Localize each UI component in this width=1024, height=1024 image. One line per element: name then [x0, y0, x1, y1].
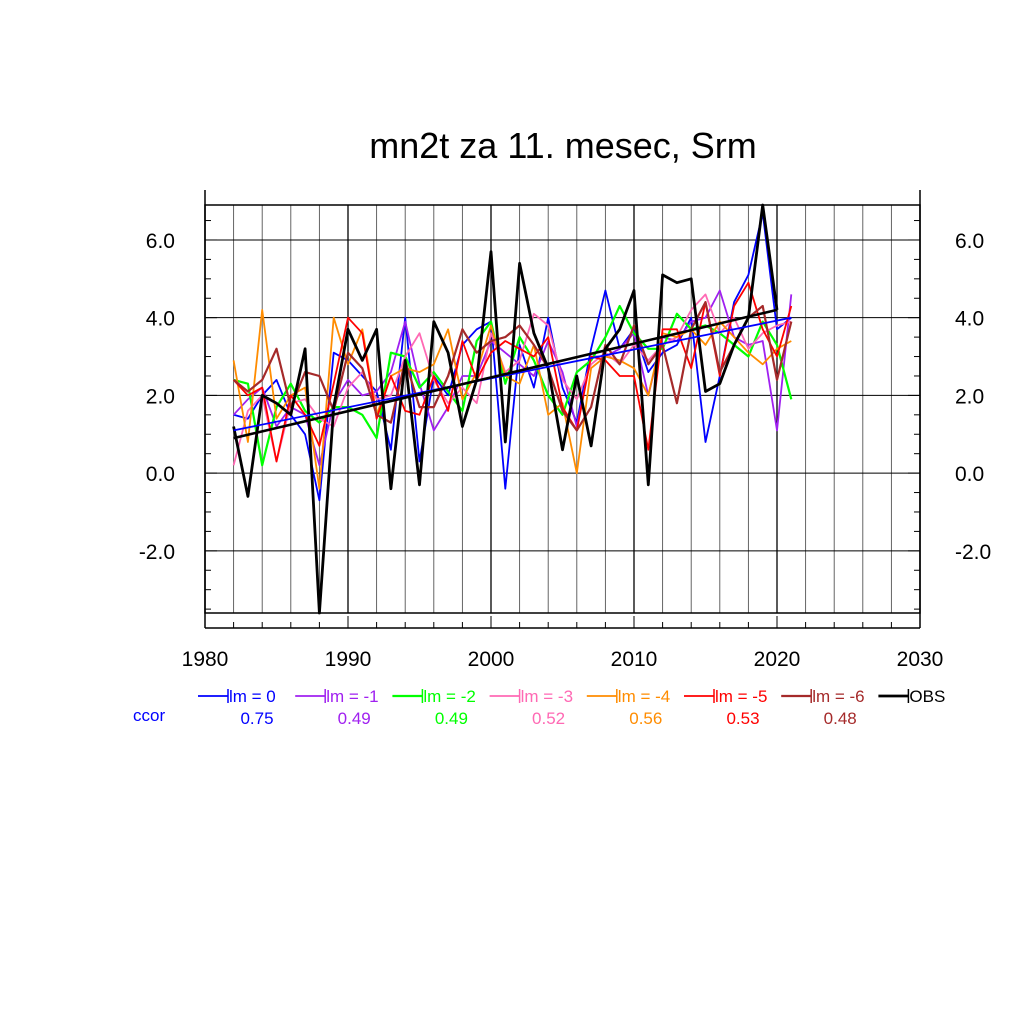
legend-label: lm = -1 [326, 687, 378, 706]
x-tick-label: 2030 [897, 648, 944, 671]
legend-label: lm = -6 [812, 687, 864, 706]
grid-lines [205, 205, 920, 613]
legend-label: OBS [909, 687, 945, 706]
legend-item: lm = 0 0.75 [198, 687, 276, 728]
trend-line [233, 316, 792, 432]
y-tick-label-left: 4.0 [146, 308, 175, 331]
x-tick-label: 2000 [468, 648, 515, 671]
x-tick-label: 2010 [611, 648, 658, 671]
y-tick-label-left: 2.0 [146, 385, 175, 408]
legend-ccor-value: 0.75 [240, 709, 273, 728]
legend-item: OBS [878, 687, 945, 706]
series-lines [232, 203, 793, 615]
legend-label: lm = -2 [423, 687, 475, 706]
legend-label: lm = -4 [618, 687, 670, 706]
legend-item: lm = -4 0.56 [586, 687, 670, 728]
series-line [232, 203, 779, 615]
legend-item: lm = -3 0.52 [489, 687, 573, 728]
y-tick-label-right: 2.0 [955, 385, 984, 408]
legend-ccor-value: 0.49 [338, 709, 371, 728]
x-tick-label: 2020 [754, 648, 801, 671]
legend-ccor-value: 0.48 [824, 709, 857, 728]
x-tick-label: 1980 [182, 648, 229, 671]
trend-lines [233, 308, 792, 440]
legend-item: lm = -6 0.48 [781, 687, 865, 728]
legend-ccor-value: 0.49 [435, 709, 468, 728]
legend-label: lm = -5 [715, 687, 767, 706]
y-tick-label-left: -2.0 [139, 541, 175, 564]
y-tick-label-right: 0.0 [955, 463, 984, 486]
chart-title: mn2t za 11. mesec, Srm [369, 125, 756, 166]
legend-ccor-value: 0.53 [726, 709, 759, 728]
y-tick-label-left: 6.0 [146, 230, 175, 253]
legend-label: lm = 0 [229, 687, 276, 706]
y-tick-label-left: 0.0 [146, 463, 175, 486]
y-tick-label-right: 4.0 [955, 308, 984, 331]
axes: 6.0 6.0 4.0 4.0 2.0 2.0 0.0 0.0 -2.0 -2.0 1980 1990… [139, 190, 991, 671]
x-tick-label: 1990 [325, 648, 372, 671]
legend-item: lm = -5 0.53 [684, 687, 767, 728]
y-tick-label-right: 6.0 [955, 230, 984, 253]
y-tick-label-right: -2.0 [955, 541, 991, 564]
ccor-label: ccor [133, 706, 165, 725]
series-line [232, 301, 793, 432]
series-line [233, 211, 792, 502]
legend-item: lm = -2 0.49 [392, 687, 476, 728]
legend-label: lm = -3 [521, 687, 573, 706]
trend-line [233, 308, 778, 440]
legend-ccor-value: 0.52 [532, 709, 565, 728]
legend-ccor-value: 0.56 [629, 709, 662, 728]
legend-item: lm = -1 0.49 [295, 687, 379, 728]
